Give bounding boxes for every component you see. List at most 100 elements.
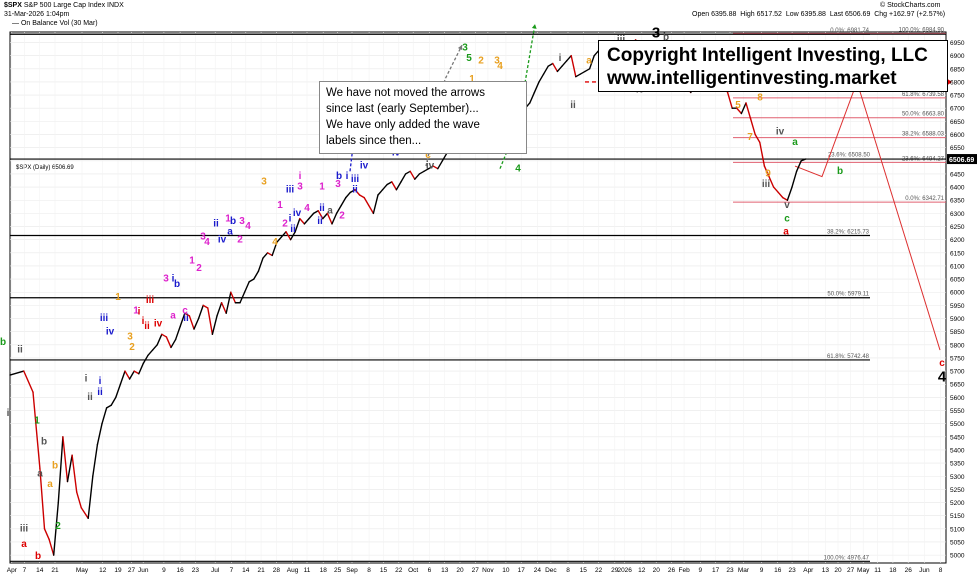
x-tick-label: 23	[726, 567, 734, 574]
last-price-tag	[947, 154, 977, 165]
wave-label: iii	[762, 179, 771, 190]
price-segment	[142, 354, 149, 364]
wave-label: 4	[304, 203, 310, 214]
wave-label: 1	[319, 182, 325, 193]
x-tick-label: 15	[380, 567, 388, 574]
x-tick-label: 16	[774, 567, 782, 574]
x-tick-label: 22	[595, 567, 603, 574]
price-segment	[745, 102, 752, 120]
price-segment	[193, 317, 200, 330]
fib-label-right: 50.0%: 6663.80	[902, 112, 945, 118]
wave-label: 2	[55, 521, 61, 532]
wave-label: ii	[17, 345, 23, 356]
price-segment	[437, 160, 444, 170]
price-segment	[53, 501, 59, 556]
fib-label: 38.2%: 6215.73	[827, 230, 870, 236]
y-tick-label: 6300	[950, 211, 965, 218]
x-tick-label: 9	[162, 567, 166, 574]
price-segment	[243, 281, 250, 293]
price-segment	[179, 312, 186, 328]
x-tick-label: 15	[580, 567, 588, 574]
wave-label: v	[784, 200, 790, 211]
price-segment	[349, 189, 356, 194]
fib-label-right: 38.2%: 6588.03	[902, 132, 945, 138]
wave-label: b	[837, 166, 843, 177]
index-name: S&P 500 Large Cap Index	[23, 2, 106, 9]
price-segment	[547, 62, 554, 67]
x-tick-label: 20	[834, 567, 842, 574]
wave-label: 9	[765, 169, 771, 180]
x-tick-label: 28	[273, 567, 281, 574]
fib-label-right: 61.8%: 6739.58	[902, 92, 945, 98]
wave-label: iii	[146, 295, 155, 306]
copyright-line2: www.intelligentinvesting.market	[607, 68, 897, 89]
price-segment	[119, 370, 126, 385]
price-segment	[740, 102, 747, 115]
price-segment	[441, 152, 448, 162]
price-segment	[358, 194, 365, 199]
wave-label: 3	[335, 179, 341, 190]
price-segment	[211, 315, 218, 336]
y-tick-label: 5300	[950, 474, 965, 481]
y-tick-label: 5800	[950, 342, 965, 349]
x-tick-label: Nov	[482, 567, 494, 574]
x-tick-label: 12	[638, 567, 646, 574]
price-segment	[386, 181, 393, 186]
price-segment	[312, 210, 319, 215]
price-segment	[588, 54, 595, 70]
wave-label: a	[586, 56, 592, 67]
x-tick-label: Aug	[287, 567, 299, 574]
price-segment	[533, 81, 540, 94]
y-tick-label: 6400	[950, 185, 965, 192]
price-segment	[759, 141, 766, 167]
x-tick-label: 8	[939, 567, 943, 574]
x-tick-label: Jun	[919, 567, 930, 574]
wave-label: b	[41, 437, 47, 448]
x-tick-label: 13	[441, 567, 449, 574]
y-tick-label: 6350	[950, 198, 965, 205]
price-segment	[432, 165, 439, 170]
x-tick-label: 20	[456, 567, 464, 574]
y-tick-label: 5400	[950, 447, 965, 454]
price-segment	[570, 54, 577, 78]
price-segment	[62, 436, 69, 483]
wave-label: c	[784, 213, 790, 224]
price-segment	[184, 312, 191, 317]
wave-label: ii	[183, 313, 189, 324]
wave-label: iv	[776, 127, 785, 138]
wave-label: ii	[290, 224, 296, 235]
price-segment	[782, 196, 789, 201]
x-tick-label: 26	[668, 567, 676, 574]
symbol-line: $SPX S&P 500 Large Cap Index INDX	[4, 2, 124, 9]
price-segment	[271, 241, 278, 257]
wave-label: i	[172, 274, 175, 285]
price-segment	[754, 133, 761, 144]
wave-label: 3	[127, 332, 133, 343]
y-tick-label: 5550	[950, 408, 965, 415]
price-segment	[423, 167, 430, 173]
wave-label: 4	[204, 237, 210, 248]
wave-label: i	[559, 53, 562, 64]
x-tick-label: Dec	[545, 567, 557, 574]
price-segment	[791, 170, 798, 188]
high-label: High	[740, 11, 755, 18]
y-tick-label: 6100	[950, 263, 965, 270]
price-segment	[786, 186, 793, 201]
y-tick-label: 5900	[950, 316, 965, 323]
wave-label: b	[35, 551, 41, 562]
price-segment	[57, 436, 64, 504]
price-segment	[552, 62, 559, 73]
price-segment	[43, 528, 50, 541]
series-legend: $SPX (Daily) 6506.69	[16, 165, 74, 171]
low-label: Low	[785, 11, 799, 18]
wave-label: 4	[515, 163, 521, 174]
wave-label: 3	[261, 176, 267, 187]
x-tick-label: 22	[395, 567, 403, 574]
price-segment	[377, 189, 384, 196]
wave-label: ii	[317, 216, 323, 227]
x-tick-label: Sep	[346, 567, 358, 574]
y-tick-label: 5600	[950, 395, 965, 402]
wave-label: b	[230, 216, 236, 227]
price-segment	[736, 107, 743, 115]
x-tick-label: 11	[304, 567, 311, 574]
